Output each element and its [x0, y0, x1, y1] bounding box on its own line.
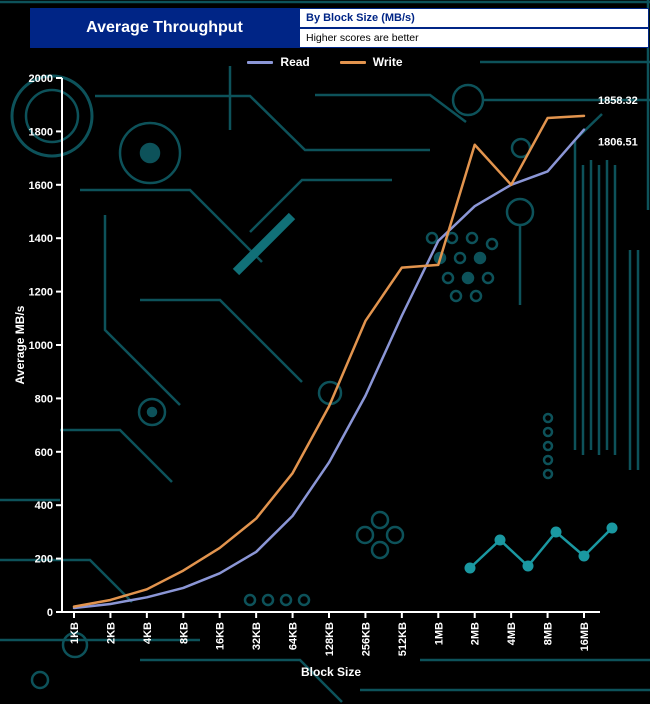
legend-item-read: Read: [247, 55, 310, 69]
series-line-write: [72, 114, 586, 608]
legend-label-read: Read: [280, 55, 310, 69]
x-axis-tick-label: 16KB: [215, 622, 227, 650]
x-axis-tick-label: 16MB: [579, 622, 591, 651]
header-bar: Average Throughput By Block Size (MB/s) …: [30, 8, 649, 48]
chart-title: Average Throughput: [86, 19, 243, 36]
legend-swatch-read: [247, 60, 274, 64]
x-axis-tick-label: 4KB: [142, 622, 154, 644]
x-axis-tick-label: 4MB: [506, 622, 518, 645]
x-axis-tick-label: 512KB: [397, 622, 409, 656]
y-axis-tick-label: 200: [35, 554, 53, 566]
y-axis-tick-label: 1200: [29, 287, 53, 299]
y-axis-tick-label: 2000: [29, 73, 53, 85]
x-axis-tick-label: 1MB: [433, 622, 445, 645]
x-axis-tick-label: 2KB: [105, 622, 117, 644]
write-end-value-label: 1858.32: [598, 95, 638, 107]
x-axis-tick-label: 64KB: [288, 622, 300, 650]
y-axis-tick-label: 1000: [29, 340, 53, 352]
read-end-value-label: 1806.51: [598, 137, 638, 149]
x-axis-tick-label: 256KB: [360, 622, 372, 656]
info-box-title: By Block Size (MB/s): [300, 9, 648, 29]
y-axis-title: Average MB/s: [13, 305, 27, 384]
y-axis-tick-label: 400: [35, 500, 53, 512]
y-axis-tick-label: 800: [35, 393, 53, 405]
info-box-subtitle: Higher scores are better: [300, 29, 648, 47]
legend-item-write: Write: [339, 55, 403, 69]
legend-swatch-write: [339, 60, 366, 64]
y-axis-tick-label: 0: [47, 607, 53, 619]
x-axis-tick-label: 32KB: [251, 622, 263, 650]
x-axis-tick-label: 1KB: [69, 622, 81, 644]
legend-label-write: Write: [372, 55, 403, 69]
chart-legend: Read Write: [0, 51, 650, 73]
x-axis-tick-label: 128KB: [324, 622, 336, 656]
x-axis-tick-label: 8KB: [178, 622, 190, 644]
y-axis-tick-label: 600: [35, 447, 53, 459]
x-axis-title: Block Size: [301, 665, 361, 679]
x-axis-tick-label: 2MB: [470, 622, 482, 645]
y-axis-tick-label: 1400: [29, 233, 53, 245]
info-boxes: By Block Size (MB/s) Higher scores are b…: [299, 8, 649, 48]
y-axis-tick-label: 1600: [29, 180, 53, 192]
y-axis-tick-label: 1800: [29, 126, 53, 138]
series-line-read: [72, 128, 586, 610]
x-axis-tick-label: 8MB: [543, 622, 555, 645]
